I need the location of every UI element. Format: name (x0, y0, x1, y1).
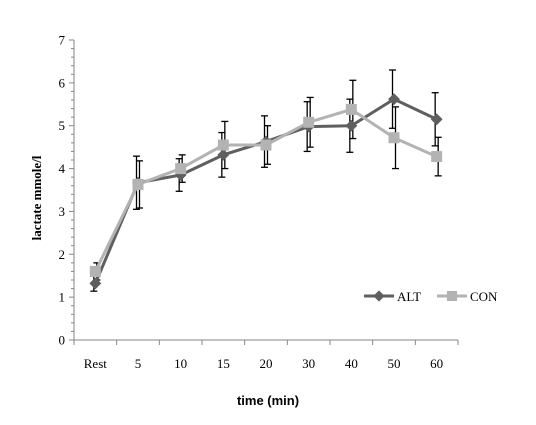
axes (69, 39, 459, 345)
data-point-con (303, 116, 315, 128)
x-tick-labels: Rest 5 10 15 20 30 40 50 60 (84, 356, 443, 371)
series-line-con (93, 107, 438, 273)
y-tick-label: 4 (59, 161, 66, 176)
data-point-con (388, 132, 400, 144)
data-point-alt (430, 113, 443, 126)
data-point-con (132, 178, 144, 190)
x-tick-label: Rest (84, 356, 108, 371)
x-tick-label: 5 (135, 356, 142, 371)
y-tick-label: 6 (59, 75, 66, 90)
legend: ALT CON (364, 289, 498, 304)
y-tick-label: 2 (59, 247, 66, 262)
series-markers (89, 93, 443, 290)
data-point-con (175, 163, 187, 175)
data-point-con (345, 103, 357, 115)
data-point-con (431, 151, 443, 163)
data-point-con (217, 139, 229, 151)
y-tick-label: 0 (59, 333, 66, 348)
y-tick-label: 3 (59, 204, 66, 219)
legend-swatch-alt-marker (373, 290, 385, 302)
series-lines (93, 97, 438, 285)
y-tick-label: 1 (59, 290, 66, 305)
data-point-alt (89, 277, 102, 290)
y-tick-label: 7 (59, 33, 66, 48)
y-tick-label: 5 (59, 118, 66, 133)
x-axis-title: time (min) (237, 393, 299, 408)
x-tick-label: 30 (302, 356, 315, 371)
y-tick-labels: 0 1 2 3 4 5 6 7 (59, 33, 66, 348)
x-tick-label: 10 (174, 356, 187, 371)
data-point-con (260, 139, 272, 151)
legend-label-alt: ALT (397, 289, 421, 304)
x-tick-label: 15 (217, 356, 230, 371)
y-axis-title: lactate mmole/l (29, 155, 44, 240)
legend-swatch-con-marker (447, 291, 457, 301)
series-line-alt (93, 97, 438, 285)
x-tick-label: 20 (260, 356, 273, 371)
legend-label-con: CON (470, 289, 498, 304)
data-point-con (89, 265, 101, 277)
x-tick-label: 60 (430, 356, 443, 371)
data-point-alt (217, 148, 230, 161)
x-tick-label: 50 (388, 356, 401, 371)
x-tick-label: 40 (345, 356, 358, 371)
